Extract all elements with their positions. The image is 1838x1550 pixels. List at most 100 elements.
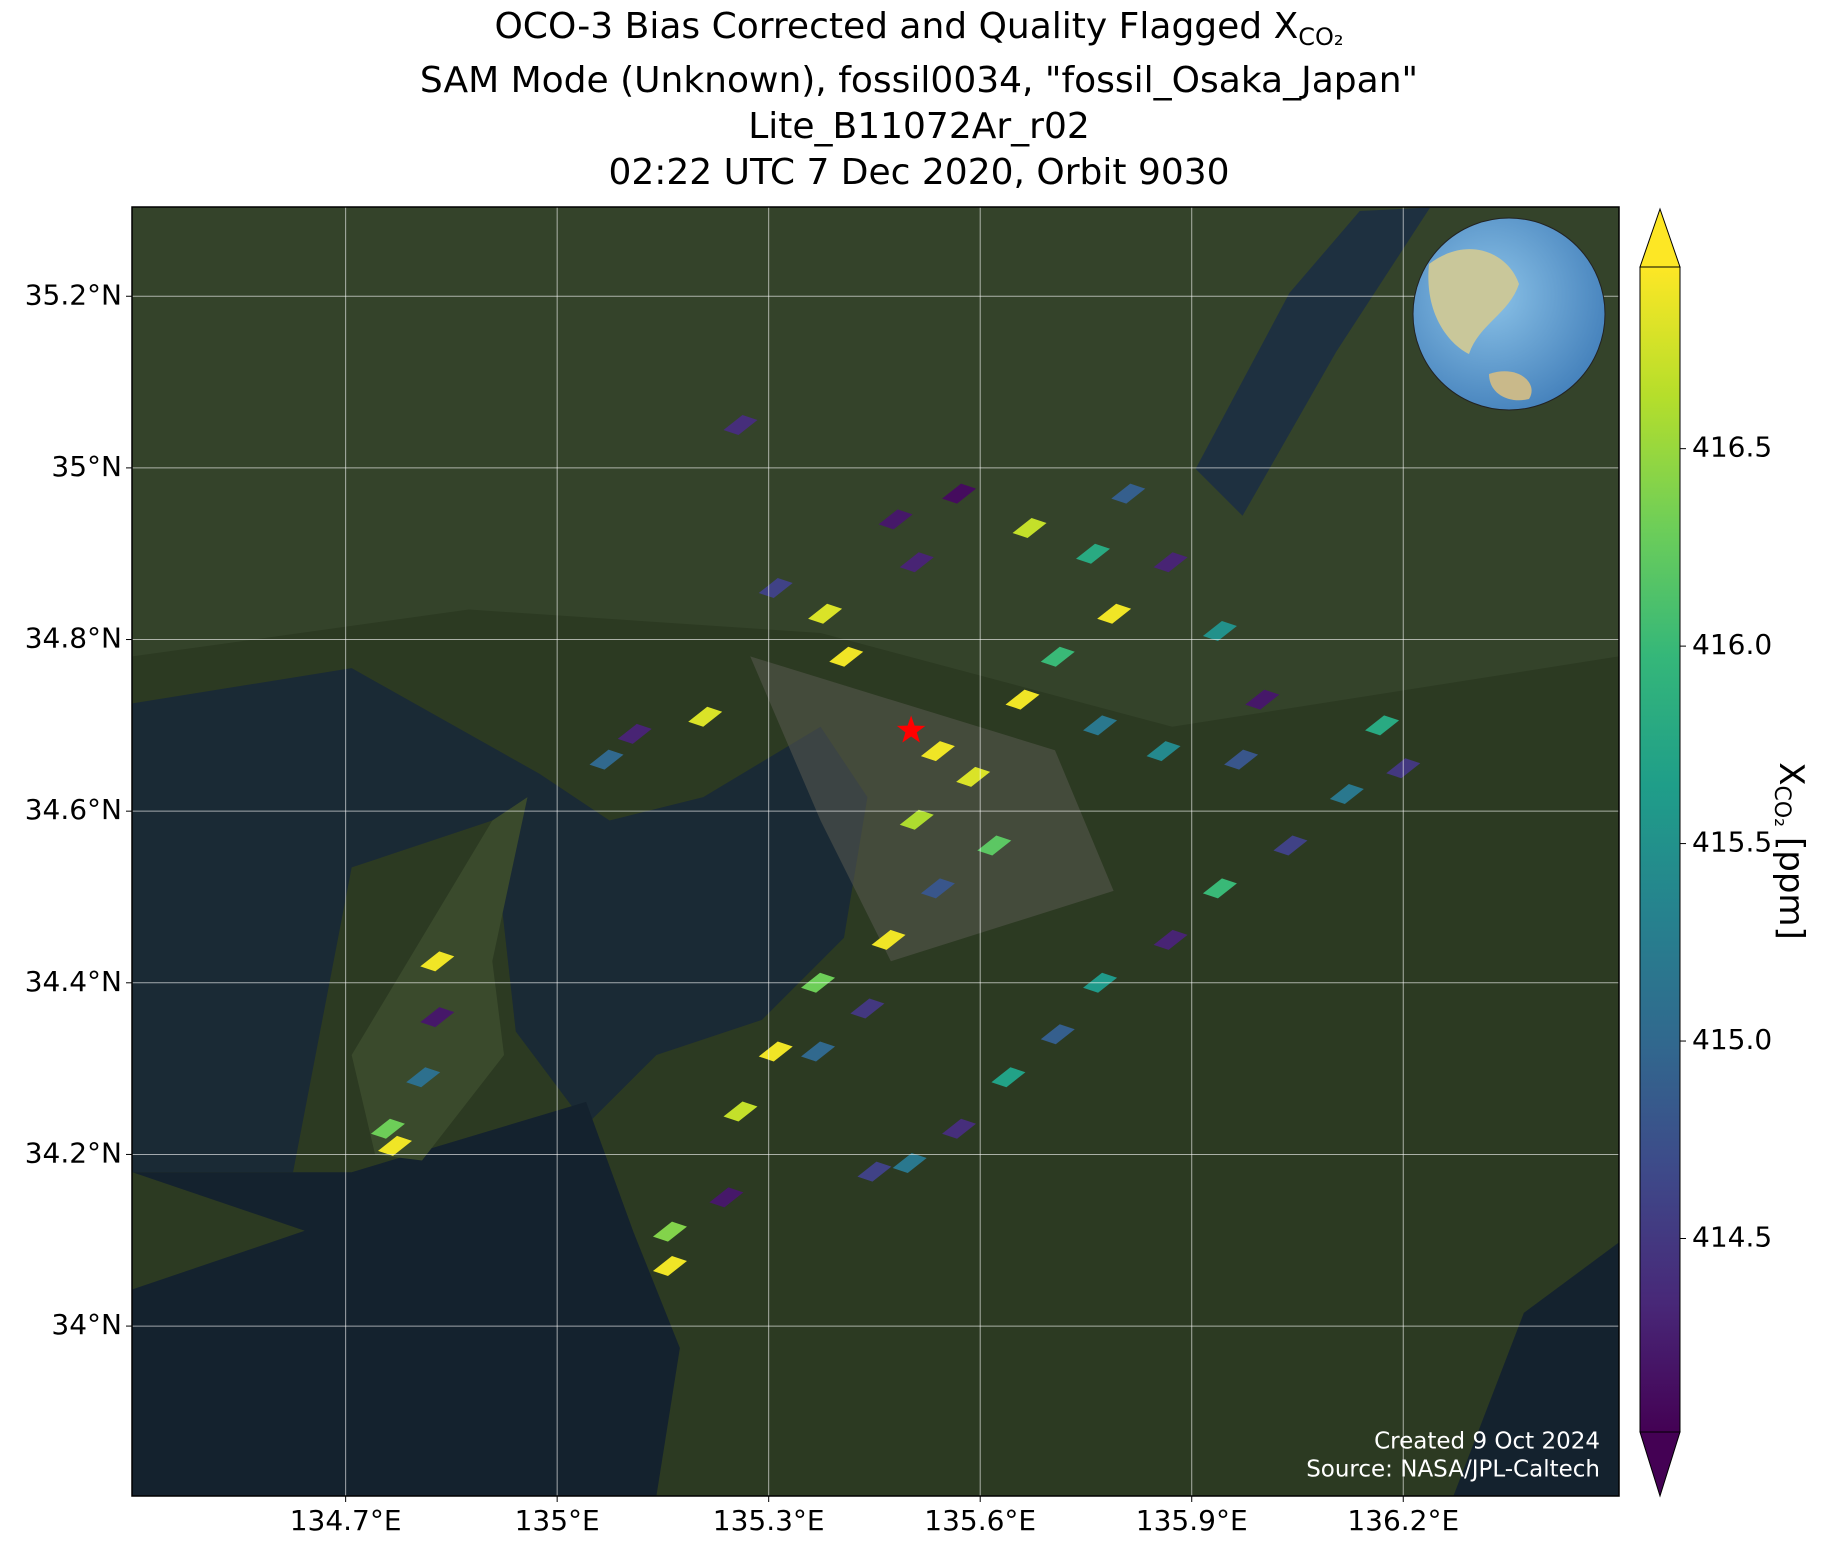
sounding-cell: [1040, 1024, 1075, 1045]
sounding-cell: [1012, 517, 1047, 538]
colorbar-tick-label: 414.5: [1692, 1220, 1772, 1253]
urban-area: [750, 656, 1114, 962]
colorbar-label: XCO₂ [ppm]: [1769, 762, 1812, 940]
sounding-cell: [1365, 715, 1400, 736]
y-tick-label: 35.2°N: [25, 278, 122, 311]
subtitle: Lite_B11072Ar_r02: [748, 106, 1090, 147]
sounding-cell: [1202, 878, 1237, 899]
label-unit: [ppm]: [1772, 837, 1812, 940]
sounding-cell: [829, 646, 864, 667]
colorbar-extend: [1639, 207, 1681, 268]
sounding-cell: [1153, 929, 1188, 950]
colorbar-scale: [1639, 266, 1681, 1433]
sounding-cell: [871, 929, 906, 950]
sounding-cell: [589, 749, 624, 770]
credit: Created 9 Oct 2024: [1374, 1429, 1600, 1455]
sounding-cell: [857, 1161, 892, 1182]
sounding-cell: [652, 1221, 687, 1242]
sounding-cell: [1153, 552, 1188, 573]
subtitle: SAM Mode (Unknown), fossil0034, "fossil_…: [420, 60, 1418, 101]
sounding-cell: [1083, 715, 1118, 736]
sounding-cell: [942, 483, 977, 504]
sounding-cell: [808, 603, 843, 624]
globe-inset: [1412, 217, 1606, 411]
colorbar-tick-label: 416.5: [1692, 431, 1772, 464]
sea: [132, 668, 868, 1173]
sounding-cell: [956, 766, 991, 787]
sounding-cell: [1202, 620, 1237, 641]
colorbar-extend: [1639, 1431, 1681, 1498]
colorbar-tick-label: 415.5: [1692, 826, 1772, 859]
sounding-cell: [420, 1007, 455, 1028]
sounding-cell: [652, 1256, 687, 1277]
y-tick-label: 34.8°N: [25, 622, 122, 655]
x-tick-label: 135.9°E: [1136, 1504, 1248, 1537]
subtitle: 02:22 UTC 7 Dec 2020, Orbit 9030: [608, 152, 1229, 193]
x-tick-label: 135.6°E: [924, 1504, 1036, 1537]
terrain: [132, 207, 1619, 1496]
sounding-cell: [920, 741, 955, 762]
lake: [1195, 207, 1431, 516]
y-tick-label: 34.6°N: [25, 793, 122, 826]
sounding-cell: [878, 509, 913, 530]
sounding-cell: [723, 1101, 758, 1122]
title-subscript: CO₂: [1298, 23, 1343, 51]
y-tick-label: 34°N: [51, 1308, 122, 1341]
sounding-cell: [617, 723, 652, 744]
site-marker: [896, 715, 926, 743]
label-symbol: X: [1772, 762, 1812, 785]
sounding-cell: [1076, 543, 1111, 564]
colorbar-tick-label: 415.0: [1692, 1023, 1772, 1056]
sounding-cell: [1040, 646, 1075, 667]
plot-frame: [131, 206, 1620, 1497]
sounding-cell: [688, 706, 723, 727]
y-tick-label: 34.4°N: [25, 965, 122, 998]
sounding-cell: [1245, 689, 1280, 710]
sounding-cell: [723, 414, 758, 435]
continent: [1428, 249, 1519, 354]
x-tick-label: 135.3°E: [713, 1504, 825, 1537]
sounding-cell: [370, 1118, 405, 1139]
sounding-cell: [977, 835, 1012, 856]
sounding-cell: [1097, 603, 1132, 624]
continent: [1489, 371, 1532, 401]
sea: [132, 1101, 680, 1496]
sounding-cell: [920, 878, 955, 899]
sea: [1453, 1242, 1619, 1496]
sounding-cell: [709, 1187, 744, 1208]
chart-title: OCO-3 Bias Corrected and Quality Flagged…: [494, 6, 1343, 51]
sounding-cell: [899, 552, 934, 573]
x-tick-label: 136.2°E: [1347, 1504, 1459, 1537]
sounding-cell: [1146, 741, 1181, 762]
sounding-cell: [892, 1153, 927, 1174]
sounding-cell: [850, 998, 885, 1019]
island: [351, 797, 528, 1161]
colorbar-tick-label: 416.0: [1692, 628, 1772, 661]
colorbar: 414.5 415.0 415.5 416.0 416.5: [1639, 207, 1772, 1498]
sounding-cell: [1329, 784, 1364, 805]
sounding-cell: [991, 1067, 1026, 1088]
x-tick-label: 135°E: [515, 1504, 600, 1537]
sounding-cell: [758, 578, 793, 599]
sounding-cell: [1111, 483, 1146, 504]
label-subscript: CO₂: [1769, 785, 1794, 827]
y-tick-label: 35°N: [51, 450, 122, 483]
x-tick-label: 134.7°E: [290, 1504, 402, 1537]
basemap: Created 9 Oct 2024 Source: NASA/JPL-Calt…: [132, 207, 1619, 1496]
sounding-cell: [1224, 749, 1259, 770]
sounding-cell: [801, 1041, 836, 1062]
sounding-cell: [758, 1041, 793, 1062]
sounding-cell: [899, 809, 934, 830]
sounding-cell: [942, 1118, 977, 1139]
sounding-cell: [420, 951, 455, 972]
title-text: OCO-3 Bias Corrected and Quality Flagged…: [494, 6, 1298, 47]
y-tick-label: 34.2°N: [25, 1136, 122, 1169]
credit: Source: NASA/JPL-Caltech: [1306, 1457, 1600, 1483]
hills: [132, 207, 1619, 727]
sounding-cell: [1273, 835, 1308, 856]
sounding-cell: [377, 1135, 412, 1156]
sounding-cell: [406, 1067, 441, 1088]
sounding-cell: [1005, 689, 1040, 710]
